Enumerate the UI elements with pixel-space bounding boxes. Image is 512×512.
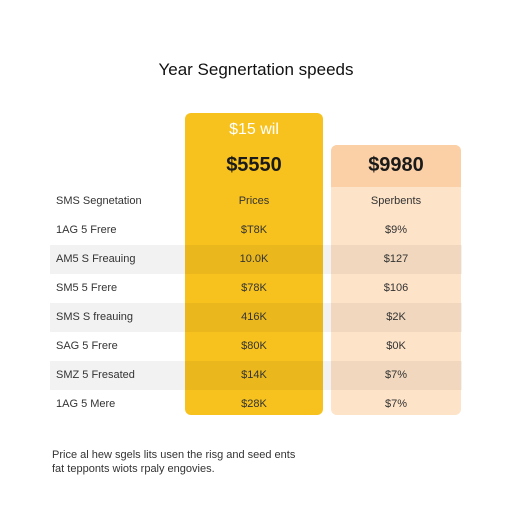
row-value-primary: 10.0K bbox=[239, 253, 269, 265]
column-header-band-secondary bbox=[331, 145, 461, 187]
row-stripe bbox=[50, 361, 462, 390]
column-header-primary: Prices bbox=[238, 195, 270, 207]
row-label: AM5 S Freauing bbox=[56, 253, 136, 265]
chart-title: Year Segnertation speeds bbox=[158, 60, 354, 79]
row-label: SMZ 5 Fresated bbox=[56, 369, 135, 381]
column-top-label-primary: $15 wil bbox=[229, 121, 279, 138]
row-value-primary: $78K bbox=[241, 282, 267, 294]
row-stripe bbox=[50, 245, 462, 274]
row-value-secondary: $9% bbox=[384, 224, 408, 236]
column-price-secondary: $9980 bbox=[368, 154, 424, 176]
column-background-primary bbox=[185, 113, 323, 415]
column-background-secondary bbox=[331, 145, 461, 415]
row-value-secondary: $7% bbox=[384, 398, 408, 410]
row-value-primary: $80K bbox=[241, 340, 267, 352]
row-label: 1AG 5 Mere bbox=[56, 398, 116, 410]
row-value-primary: $T8K bbox=[240, 224, 268, 236]
row-value-primary: 416K bbox=[241, 311, 267, 323]
column-header-secondary: Sperbents bbox=[370, 195, 422, 207]
footnote-line: fat tepponts wiots rpaly engovies. bbox=[52, 463, 215, 475]
row-value-secondary: $7% bbox=[384, 369, 408, 381]
row-stripe bbox=[50, 303, 462, 332]
row-value-primary: $14K bbox=[241, 369, 267, 381]
row-label: SMS S freauing bbox=[56, 311, 134, 323]
row-value-secondary: $0K bbox=[386, 340, 406, 352]
row-value-secondary: $2K bbox=[386, 311, 406, 323]
row-label: SM5 5 Frere bbox=[56, 282, 118, 294]
row-value-secondary: $106 bbox=[383, 282, 409, 294]
row-label: SAG 5 Frere bbox=[56, 340, 118, 352]
row-header-label: SMS Segnetation bbox=[56, 195, 142, 207]
column-price-primary: $5550 bbox=[226, 154, 282, 176]
row-value-primary: $28K bbox=[241, 398, 267, 410]
footnote: Price al hew sgels lits usen the risg an… bbox=[52, 448, 352, 476]
footnote-line: Price al hew sgels lits usen the risg an… bbox=[52, 449, 296, 461]
row-label: 1AG 5 Frere bbox=[56, 224, 117, 236]
row-value-secondary: $127 bbox=[383, 253, 409, 265]
